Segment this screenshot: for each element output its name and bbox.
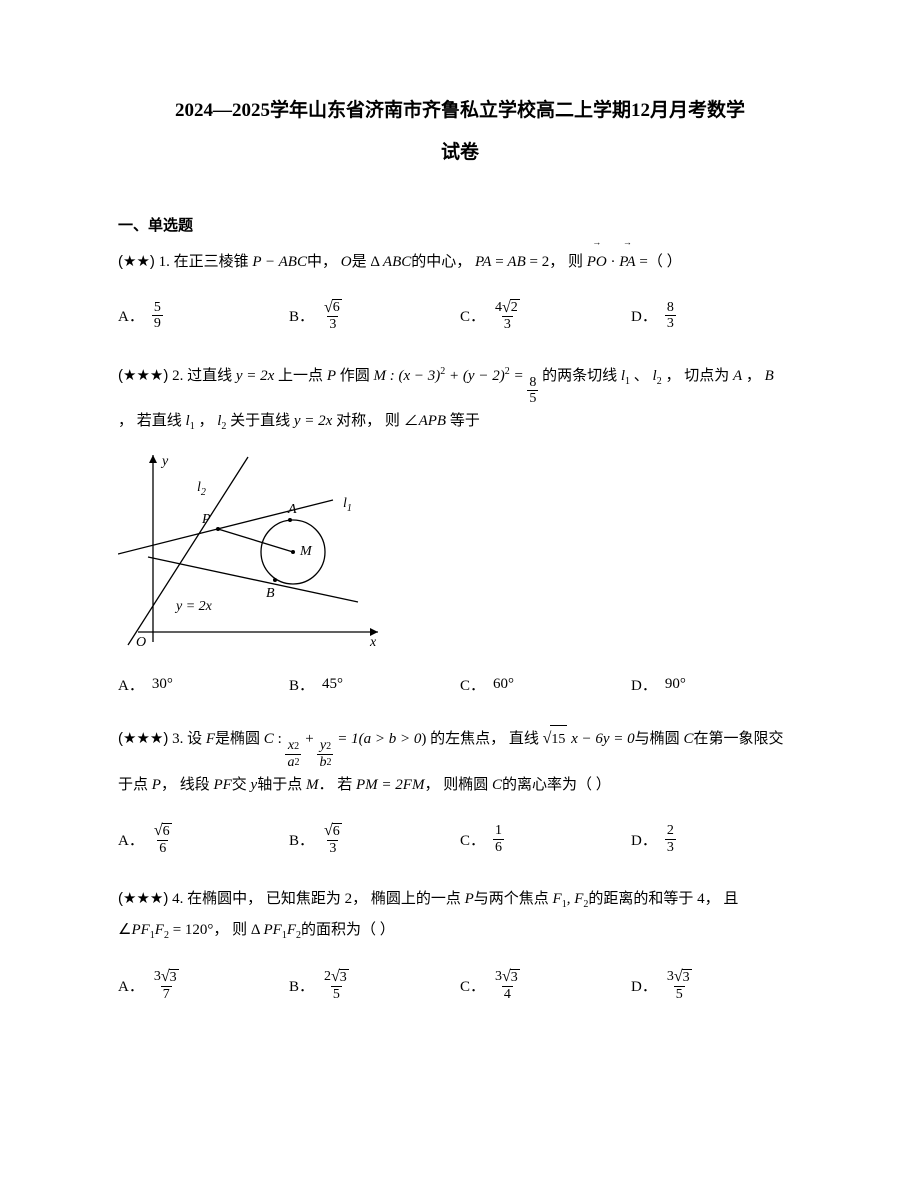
q1-option-d: D． 83 (631, 299, 802, 333)
q2-option-c: C．60° (460, 674, 631, 695)
axis-x-label: x (369, 635, 377, 647)
question-4: (★★★) 4. 在椭圆中， 已知焦距为 2， 椭圆上的一点 P与两个焦点 F1… (118, 884, 802, 946)
axis-y-label: y (160, 454, 169, 469)
q2-option-d: D．90° (631, 674, 802, 695)
title-line-1: 2024―2025学年山东省济南市齐鲁私立学校高二上学期12月月考数学 (118, 90, 802, 132)
q4-option-b: B． 2√35 (289, 968, 460, 1002)
q3-option-c: C． 16 (460, 822, 631, 856)
q2-option-b: B．45° (289, 674, 460, 695)
q1-option-c: C． 4√2 3 (460, 299, 631, 333)
svg-text:P: P (201, 512, 211, 527)
q2-option-a: A．30° (118, 674, 289, 695)
q3-options: A． √66 B． √63 C． 16 D． 23 (118, 822, 802, 856)
q4-option-d: D． 3√35 (631, 968, 802, 1002)
q2-options: A．30° B．45° C．60° D．90° (118, 674, 802, 695)
svg-text:y = 2x: y = 2x (174, 599, 213, 614)
svg-text:l1: l1 (343, 496, 352, 514)
title-line-2: 试卷 (118, 132, 802, 174)
question-1: (★★) 1. 在正三棱锥 P − ABC中， O是 Δ ABC的中心， PA … (118, 247, 802, 277)
section-heading: 一、单选题 (118, 214, 802, 235)
q3-option-b: B． √63 (289, 822, 460, 856)
question-3: (★★★) 3. 设 F是椭圆 C : x2a2 + y2b2 = 1(a > … (118, 723, 802, 800)
svg-text:M: M (299, 544, 313, 559)
origin-label: O (136, 635, 146, 647)
vector-PA: →PA (619, 247, 635, 277)
q1-option-a: A． 59 (118, 299, 289, 333)
q4-options: A． 3√37 B． 2√35 C． 3√34 D． 3√35 (118, 968, 802, 1002)
svg-text:l2: l2 (197, 480, 206, 498)
vector-PO: →PO (587, 247, 607, 277)
svg-text:A: A (287, 502, 297, 517)
q3-option-d: D． 23 (631, 822, 802, 856)
document-title: 2024―2025学年山东省济南市齐鲁私立学校高二上学期12月月考数学 试卷 (118, 90, 802, 174)
q1-option-b: B． √6 3 (289, 299, 460, 333)
q2-figure: y x O l2 l1 P A M B y = 2x (118, 447, 802, 652)
q2-svg: y x O l2 l1 P A M B y = 2x (118, 447, 388, 647)
question-2: (★★★) 2. 过直线 y = 2x 上一点 P 作圆 M : (x − 3)… (118, 361, 802, 438)
q3-option-a: A． √66 (118, 822, 289, 856)
q4-option-c: C． 3√34 (460, 968, 631, 1002)
svg-text:B: B (266, 586, 275, 601)
q4-option-a: A． 3√37 (118, 968, 289, 1002)
q1-options: A． 59 B． √6 3 C． 4√2 3 D． 83 (118, 299, 802, 333)
